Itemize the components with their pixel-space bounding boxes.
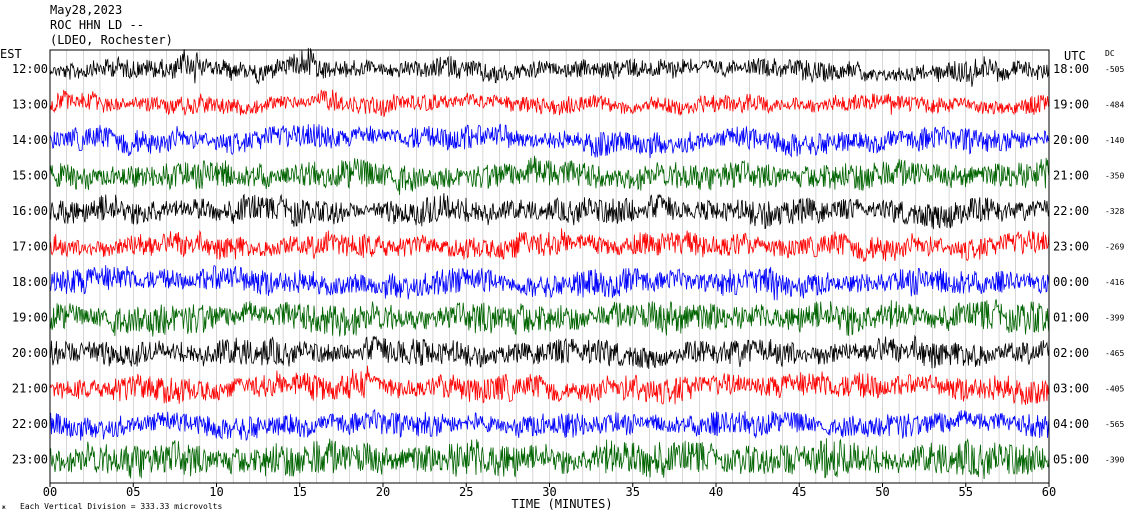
utc-label-2100: 21:00: [1053, 169, 1089, 183]
corner-mark: ж: [2, 504, 6, 511]
dc-value-11: -390: [1105, 456, 1124, 465]
x-tick-label-60: 60: [1042, 485, 1056, 499]
dc-value-0: -505: [1105, 65, 1124, 74]
trace-1300: [49, 89, 1050, 117]
trace-2300: [49, 438, 1050, 480]
utc-label-0000: 00:00: [1053, 275, 1089, 289]
trace-2100: [49, 365, 1050, 405]
x-tick-label-00: 00: [43, 485, 57, 499]
dc-value-10: -565: [1105, 420, 1124, 429]
dc-value-1: -484: [1105, 101, 1124, 110]
dc-value-3: -350: [1105, 172, 1124, 181]
dc-value-5: -269: [1105, 243, 1124, 252]
est-label-1800: 18:00: [12, 275, 48, 289]
dc-value-8: -465: [1105, 349, 1124, 358]
trace-1400: [49, 123, 1050, 159]
utc-label-1900: 19:00: [1053, 98, 1089, 112]
dc-value-6: -416: [1105, 278, 1124, 287]
x-tick-label-25: 25: [459, 485, 473, 499]
utc-label-2300: 23:00: [1053, 240, 1089, 254]
dc-value-9: -405: [1105, 385, 1124, 394]
x-tick-label-35: 35: [626, 485, 640, 499]
est-label-1500: 15:00: [12, 169, 48, 183]
utc-label-0500: 05:00: [1053, 453, 1089, 467]
utc-label-0200: 02:00: [1053, 346, 1089, 360]
chart-date: May28,2023: [50, 3, 123, 17]
left-axis-title: EST: [0, 47, 22, 61]
trace-1200: [49, 47, 1050, 87]
trace-1900: [49, 299, 1050, 337]
dc-value-4: -328: [1105, 207, 1124, 216]
x-tick-label-10: 10: [209, 485, 223, 499]
x-tick-label-20: 20: [376, 485, 390, 499]
est-label-1200: 12:00: [12, 62, 48, 76]
est-label-1300: 13:00: [12, 98, 48, 112]
x-tick-label-40: 40: [709, 485, 723, 499]
utc-label-1800: 18:00: [1053, 62, 1089, 76]
est-label-2200: 22:00: [12, 417, 48, 431]
dc-column-title: DC: [1105, 49, 1115, 58]
scale-note: Each Vertical Division = 333.33 microvol…: [20, 502, 222, 511]
dc-value-7: -399: [1105, 314, 1124, 323]
trace-2200: [49, 408, 1050, 442]
trace-1500: [49, 155, 1050, 196]
dc-value-2: -140: [1105, 136, 1124, 145]
right-axis-title: UTC: [1064, 49, 1086, 63]
est-label-1400: 14:00: [12, 133, 48, 147]
trace-1700: [49, 228, 1050, 262]
est-label-2300: 23:00: [12, 453, 48, 467]
axis-labels: 00 05 10 15 20 25 30 35 40 45 50 55 60 12:00 18:00 -505…: [12, 62, 1125, 499]
trace-group: [49, 47, 1050, 480]
est-label-1600: 16:00: [12, 204, 48, 218]
grid-lines: [66, 50, 1033, 483]
x-axis-title: TIME (MINUTES): [511, 497, 612, 511]
est-label-2000: 20:00: [12, 346, 48, 360]
x-tick-label-45: 45: [792, 485, 806, 499]
trace-1600: [49, 193, 1050, 230]
est-label-1900: 19:00: [12, 311, 48, 325]
chart-station: ROC HHN LD --: [50, 18, 144, 32]
utc-label-0300: 03:00: [1053, 382, 1089, 396]
x-tick-label-55: 55: [959, 485, 973, 499]
trace-1800: [49, 265, 1050, 301]
x-tick-label-15: 15: [293, 485, 307, 499]
x-tick-label-30: 30: [542, 485, 556, 499]
utc-label-0400: 04:00: [1053, 417, 1089, 431]
est-label-2100: 21:00: [12, 382, 48, 396]
trace-2000: [49, 334, 1050, 369]
utc-label-2200: 22:00: [1053, 204, 1089, 218]
x-tick-label-05: 05: [126, 485, 140, 499]
chart-network: (LDEO, Rochester): [50, 33, 173, 47]
x-tick-label-50: 50: [875, 485, 889, 499]
est-label-1700: 17:00: [12, 240, 48, 254]
utc-label-2000: 20:00: [1053, 133, 1089, 147]
utc-label-0100: 01:00: [1053, 311, 1089, 325]
